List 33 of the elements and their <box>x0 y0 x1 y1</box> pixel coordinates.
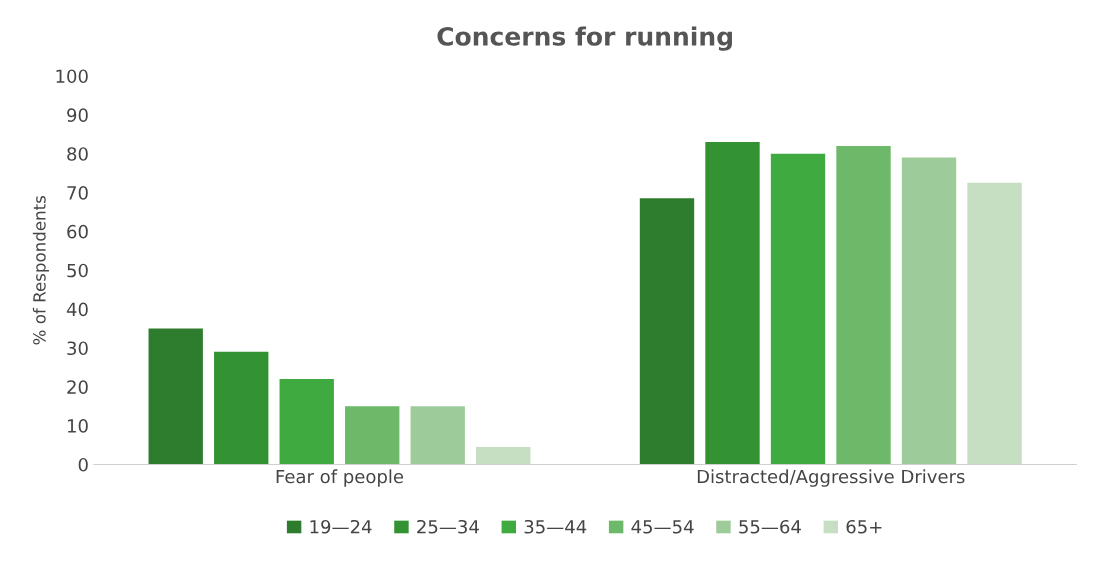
legend-label: 25—34 <box>417 519 479 534</box>
bar <box>836 145 891 465</box>
bar <box>967 182 1022 465</box>
y-tick-label: 0 <box>78 457 88 472</box>
y-axis-title: % of Respondents <box>32 195 49 345</box>
chart-title: Concerns for running <box>437 26 732 51</box>
bar <box>214 351 269 465</box>
bar <box>639 198 695 465</box>
legend-label: 45—54 <box>631 520 694 534</box>
y-tick-label: 70 <box>67 186 88 200</box>
legend-label: 19—24 <box>310 519 372 534</box>
y-tick-label: 20 <box>67 380 88 394</box>
y-tick-label: 50 <box>67 263 88 278</box>
y-tick-label: 90 <box>67 108 88 122</box>
legend-label: 65+ <box>846 519 882 534</box>
y-tick-label: 80 <box>67 147 88 161</box>
bar <box>476 446 531 465</box>
y-tick-label: 100 <box>56 69 88 84</box>
bar <box>705 142 760 465</box>
x-tick-label: Distracted/Aggressive Drivers <box>697 469 965 487</box>
y-tick-label: 10 <box>67 419 88 433</box>
y-tick-label: 40 <box>66 302 88 317</box>
bar <box>279 379 334 465</box>
x-tick-label: Fear of people <box>276 469 404 487</box>
bar <box>770 153 826 465</box>
bar <box>345 406 400 465</box>
y-tick-label: 60 <box>67 224 88 239</box>
legend-label: 35—44 <box>524 519 587 534</box>
y-tick-label: 30 <box>67 341 88 356</box>
bar <box>901 157 957 465</box>
bar <box>410 406 465 465</box>
legend-label: 55—64 <box>739 519 801 534</box>
bar <box>148 328 203 465</box>
